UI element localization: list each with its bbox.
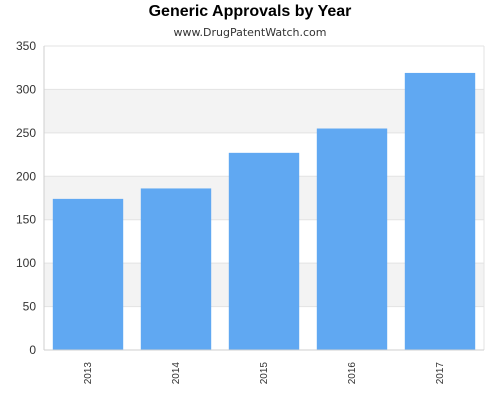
x-tick-label: 2015: [259, 362, 270, 385]
y-tick-label: 100: [16, 256, 36, 270]
chart-title: Generic Approvals by Year: [148, 3, 352, 20]
y-tick-label: 150: [16, 213, 36, 227]
bar-2014: [140, 188, 212, 350]
y-tick-label: 200: [16, 169, 36, 183]
x-tick-label: 2014: [171, 362, 182, 385]
x-tick-label: 2016: [347, 362, 358, 385]
bar-2017: [404, 72, 476, 350]
y-tick-label: 50: [23, 300, 37, 314]
bar-2013: [52, 198, 124, 350]
bar-2015: [228, 152, 300, 350]
chart-subtitle: www.DrugPatentWatch.com: [173, 26, 327, 39]
x-tick-label: 2017: [435, 362, 446, 385]
x-tick-label: 2013: [83, 362, 94, 385]
y-tick-label: 250: [16, 126, 36, 140]
y-tick-label: 300: [16, 82, 36, 96]
y-tick-label: 0: [29, 343, 36, 357]
bar-2016: [316, 128, 388, 350]
y-tick-label: 350: [16, 39, 36, 53]
